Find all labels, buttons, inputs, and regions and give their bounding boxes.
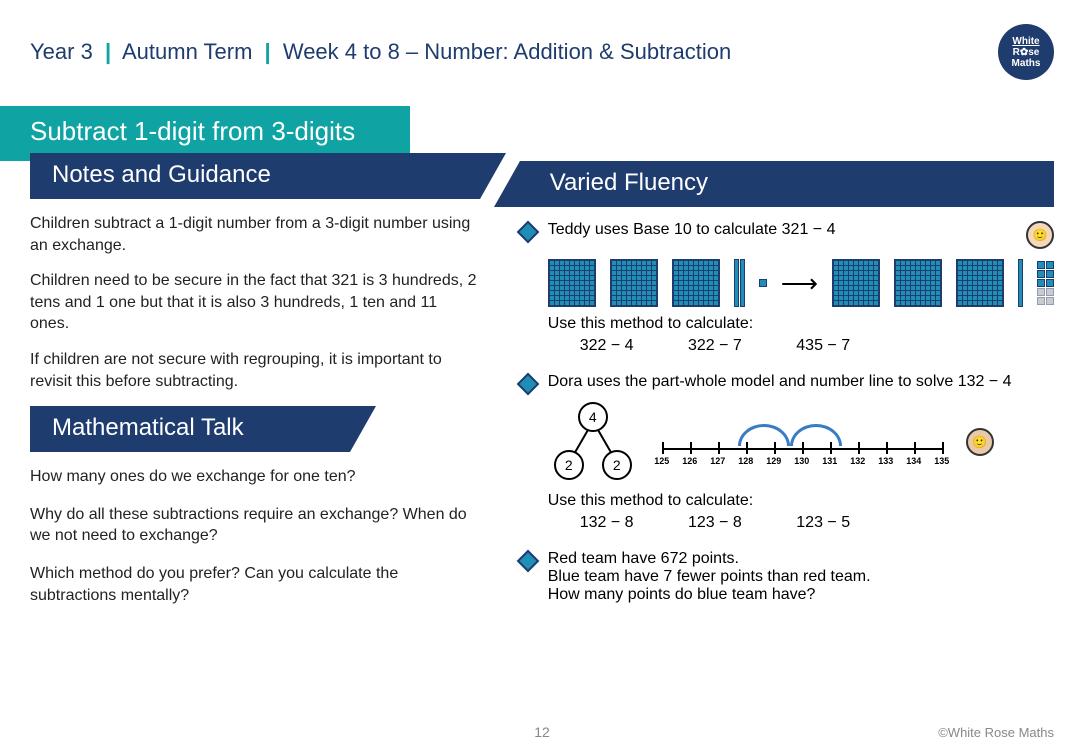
nl-tick — [802, 442, 804, 454]
nl-label: 131 — [822, 456, 837, 466]
ten-block-icon — [1018, 259, 1023, 307]
vf-item-2: Dora uses the part-whole model and numbe… — [520, 373, 1054, 392]
bullet-icon — [516, 221, 539, 244]
left-column: Notes and Guidance Children subtract a 1… — [30, 153, 480, 622]
calc: 322 − 4 — [580, 337, 634, 354]
nl-label: 132 — [850, 456, 865, 466]
copyright-text: ©White Rose Maths — [938, 725, 1054, 740]
pw-part: 2 — [602, 450, 632, 480]
tens-group — [734, 259, 745, 307]
nl-tick — [942, 442, 944, 454]
vf-q3-text: Red team have 672 points. Blue team have… — [548, 550, 871, 604]
header-sep: | — [265, 39, 271, 64]
nl-label: 134 — [906, 456, 921, 466]
calc: 123 − 8 — [688, 514, 742, 531]
vf-q3-line: Red team have 672 points. — [548, 550, 871, 568]
logo-line: R✿se — [1013, 47, 1040, 58]
vf-item-1: Teddy uses Base 10 to calculate 321 − 4 … — [520, 221, 1054, 249]
page-footer: ©White Rose Maths — [0, 725, 1084, 740]
nl-tick — [662, 442, 664, 454]
teddy-avatar-icon: 🙂 — [1026, 221, 1054, 249]
logo-line: White — [1012, 36, 1039, 47]
nl-label: 133 — [878, 456, 893, 466]
dora-avatar-icon: 🙂 — [966, 428, 994, 456]
pw-part: 2 — [554, 450, 584, 480]
ten-block-icon — [734, 259, 739, 307]
hundred-block-icon — [832, 259, 880, 307]
nl-tick — [746, 442, 748, 454]
header-year: Year 3 — [30, 39, 93, 64]
right-column: Varied Fluency Teddy uses Base 10 to cal… — [520, 153, 1054, 622]
header-breadcrumb: Year 3 | Autumn Term | Week 4 to 8 – Num… — [30, 39, 731, 65]
vf-q3-line: How many points do blue team have? — [548, 586, 871, 604]
talk-question: How many ones do we exchange for one ten… — [30, 466, 480, 488]
calc: 322 − 7 — [688, 337, 742, 354]
notes-para: Children subtract a 1-digit number from … — [30, 213, 480, 256]
notes-heading: Notes and Guidance — [30, 153, 480, 199]
page-header: Year 3 | Autumn Term | Week 4 to 8 – Num… — [0, 0, 1084, 92]
nl-label: 127 — [710, 456, 725, 466]
notes-para: Children need to be secure in the fact t… — [30, 270, 480, 335]
nl-tick — [858, 442, 860, 454]
talk-question: Why do all these subtractions require an… — [30, 504, 480, 547]
arrow-right-icon: ⟶ — [781, 268, 818, 299]
ten-block-icon — [740, 259, 745, 307]
one-block-icon — [759, 279, 767, 287]
vf-item-3: Red team have 672 points. Blue team have… — [520, 550, 1054, 604]
vf-q1-calcs: 322 − 4 322 − 7 435 − 7 — [580, 337, 1054, 355]
nl-tick — [774, 442, 776, 454]
part-whole-diagram: 4 2 2 — [548, 402, 638, 482]
header-term: Autumn Term — [122, 39, 252, 64]
nl-tick — [690, 442, 692, 454]
calc: 123 − 5 — [796, 514, 850, 531]
vf-q1-prompt: Teddy uses Base 10 to calculate 321 − 4 — [548, 221, 1014, 239]
hundred-block-icon — [894, 259, 942, 307]
hundred-block-icon — [956, 259, 1004, 307]
vf-q2-prompt: Dora uses the part-whole model and numbe… — [548, 373, 1054, 391]
header-sep: | — [105, 39, 111, 64]
header-week: Week 4 to 8 – Number: Addition & Subtrac… — [283, 39, 731, 64]
jump-arc-icon — [790, 424, 842, 446]
main-columns: Notes and Guidance Children subtract a 1… — [0, 153, 1084, 622]
vf-q1-sub: Use this method to calculate: — [548, 315, 1054, 333]
nl-label: 125 — [654, 456, 669, 466]
number-line-diagram: 125126127128129130131132133134135 — [662, 412, 942, 472]
talk-question: Which method do you prefer? Can you calc… — [30, 563, 480, 606]
nl-tick — [914, 442, 916, 454]
vf-q2-calcs: 132 − 8 123 − 8 123 − 5 — [580, 514, 1054, 532]
pw-whole: 4 — [578, 402, 608, 432]
hundred-block-icon — [610, 259, 658, 307]
nl-label: 128 — [738, 456, 753, 466]
nl-tick — [718, 442, 720, 454]
bullet-icon — [516, 373, 539, 396]
brand-logo: White R✿se Maths — [998, 24, 1054, 80]
vf-q3-line: Blue team have 7 fewer points than red t… — [548, 568, 871, 586]
bullet-icon — [516, 550, 539, 573]
nl-label: 129 — [766, 456, 781, 466]
talk-heading: Mathematical Talk — [30, 406, 350, 452]
calc: 132 − 8 — [580, 514, 634, 531]
logo-line: Maths — [1012, 58, 1041, 69]
base10-diagram: ⟶ — [548, 259, 1054, 307]
nl-label: 130 — [794, 456, 809, 466]
calc: 435 − 7 — [796, 337, 850, 354]
nl-tick — [830, 442, 832, 454]
vf-q2-sub: Use this method to calculate: — [548, 492, 1054, 510]
nl-tick — [886, 442, 888, 454]
fluency-heading: Varied Fluency — [520, 161, 1054, 207]
ones-column — [1037, 261, 1054, 305]
hundred-block-icon — [548, 259, 596, 307]
nl-label: 135 — [934, 456, 949, 466]
vf-q2-diagram-row: 4 2 2 125126127128129130131132133134135 … — [548, 402, 1054, 482]
hundred-block-icon — [672, 259, 720, 307]
notes-para: If children are not secure with regroupi… — [30, 349, 480, 392]
nl-label: 126 — [682, 456, 697, 466]
